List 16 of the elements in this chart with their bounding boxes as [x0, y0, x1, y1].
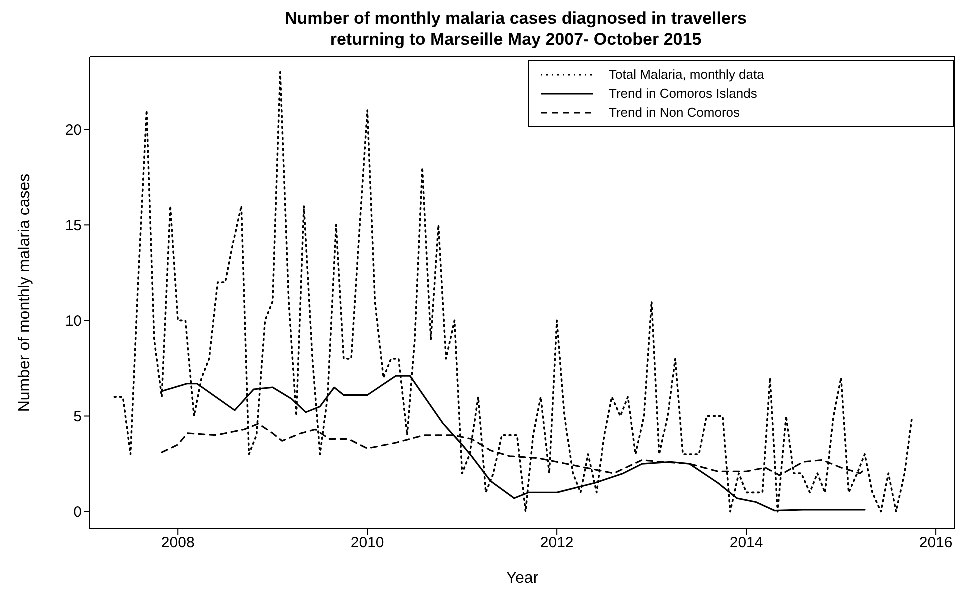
- y-tick-label: 20: [65, 122, 82, 139]
- legend-label: Trend in Comoros Islands: [609, 86, 758, 101]
- y-tick-label: 15: [65, 217, 82, 234]
- x-axis-title: Year: [506, 570, 540, 587]
- y-tick-label: 10: [65, 313, 82, 330]
- x-tick-label: 2010: [350, 534, 384, 552]
- legend-label: Trend in Non Comoros: [609, 105, 740, 120]
- x-tick-label: 2016: [919, 534, 953, 552]
- x-tick-label: 2012: [540, 534, 574, 552]
- x-tick-label: 2014: [730, 534, 764, 552]
- chart-title: Number of monthly malaria cases diagnosed in travellers returning to Marseille May 2007- October 2015: [284, 8, 748, 50]
- y-tick-label: 0: [74, 504, 82, 522]
- y-tick-label: 5: [74, 408, 82, 426]
- y-axis-title: Number of monthly malaria cases: [16, 174, 34, 412]
- x-tick-label: 2008: [161, 534, 195, 552]
- legend-label: Total Malaria, monthly data: [609, 67, 764, 82]
